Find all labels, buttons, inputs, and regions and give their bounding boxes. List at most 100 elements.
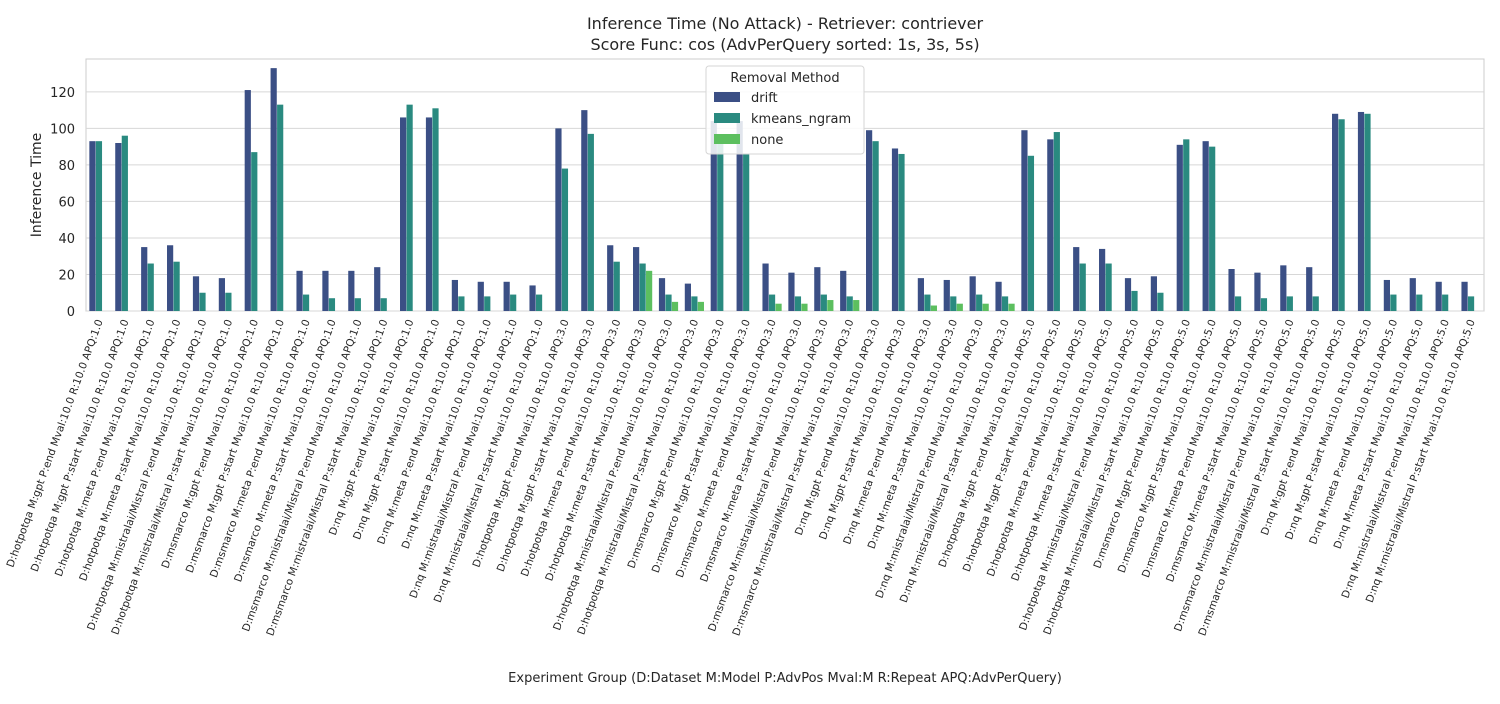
bar-kmeans-ngram (1131, 290, 1138, 311)
bar-drift (477, 281, 484, 311)
bar-kmeans-ngram (587, 133, 594, 311)
bar-drift (348, 270, 355, 311)
legend-label-drift: drift (751, 91, 778, 106)
bar-none (801, 303, 808, 311)
bar-drift (1150, 276, 1157, 311)
bar-kmeans-ngram (1079, 263, 1086, 311)
bar-drift (788, 272, 795, 311)
bar-kmeans-ngram (1338, 119, 1345, 312)
bar-kmeans-ngram (484, 296, 491, 311)
bar-drift (1202, 141, 1209, 311)
bar-kmeans-ngram (639, 263, 646, 311)
y-tick-label: 0 (67, 305, 75, 320)
chart-title-line2: Score Func: cos (AdvPerQuery sorted: 1s,… (590, 35, 979, 54)
bar-drift (581, 110, 588, 311)
bar-drift (167, 245, 174, 311)
bar-drift (1306, 267, 1313, 311)
bar-drift (322, 270, 329, 311)
bar-kmeans-ngram (820, 294, 827, 311)
bar-kmeans-ngram (743, 153, 750, 311)
y-axis-ticks: 0 20 40 60 80 100 120 (50, 86, 75, 320)
bar-kmeans-ngram (768, 294, 776, 311)
bar-kmeans-ngram (924, 294, 931, 311)
bar-kmeans-ngram (1157, 292, 1164, 311)
bar-kmeans-ngram (458, 296, 465, 311)
legend-label-kmeans-ngram: kmeans_ngram (751, 112, 851, 127)
bar-none (853, 300, 860, 311)
bar-drift (633, 247, 640, 311)
bar-drift (684, 283, 691, 311)
bar-kmeans-ngram (950, 296, 957, 311)
bar-drift (658, 278, 666, 311)
bar-kmeans-ngram (1001, 296, 1009, 311)
bar-kmeans-ngram (95, 141, 103, 311)
y-tick-label: 40 (58, 232, 75, 247)
bar-drift (89, 141, 96, 311)
legend-label-none: none (751, 133, 783, 148)
y-tick-label: 80 (58, 159, 75, 174)
bar-kmeans-ngram (1442, 294, 1449, 311)
bar-kmeans-ngram (380, 298, 387, 311)
bar-drift (814, 267, 821, 311)
bar-kmeans-ngram (328, 298, 336, 311)
bar-kmeans-ngram (1105, 263, 1112, 311)
bar-drift (218, 278, 225, 311)
bar-drift (607, 245, 614, 311)
bar-drift (141, 247, 148, 311)
x-tick-label: D:msmarco M:meta P:start Mval:10.0 R:10.… (1164, 318, 1271, 584)
bar-drift (503, 281, 510, 311)
x-tick-label: D:msmarco M:meta P:start Mval:10.0 R:10.… (232, 318, 339, 584)
chart-title-line1: Inference Time (No Attack) - Retriever: … (587, 14, 984, 33)
y-tick-label: 20 (58, 268, 75, 283)
bar-drift (762, 263, 769, 311)
bar-drift (943, 279, 950, 311)
bar-drift (917, 278, 924, 311)
bar-drift (1357, 111, 1365, 312)
bar-none (671, 301, 679, 311)
bar-drift (1099, 248, 1106, 311)
bar-drift (1461, 281, 1468, 311)
bar-drift (1332, 113, 1339, 311)
bar-drift (270, 68, 277, 311)
bar-kmeans-ngram (846, 296, 853, 311)
bar-kmeans-ngram (1027, 155, 1035, 311)
bar-drift (736, 121, 743, 311)
bar-kmeans-ngram (199, 292, 206, 311)
bar-none (956, 303, 963, 311)
bar-drift (555, 128, 562, 311)
legend-swatch-drift (714, 92, 740, 102)
bar-drift (451, 279, 458, 311)
bar-kmeans-ngram (665, 294, 672, 311)
legend-title: Removal Method (730, 71, 839, 86)
bar-kmeans-ngram (1260, 298, 1268, 311)
bar-kmeans-ngram (1390, 294, 1397, 311)
legend-box (705, 65, 865, 155)
bar-drift (1047, 139, 1054, 311)
bar-drift (866, 130, 873, 311)
bar-drift (1409, 278, 1416, 311)
bar-drift (1073, 247, 1080, 311)
bar-drift (1254, 272, 1261, 311)
bar-drift (891, 148, 899, 311)
bar-kmeans-ngram (1364, 113, 1371, 311)
bar-kmeans-ngram (1312, 296, 1319, 311)
bar-kmeans-ngram (717, 137, 724, 311)
bar-kmeans-ngram (302, 294, 310, 311)
bar-drift (1228, 269, 1235, 311)
bar-drift (115, 143, 122, 311)
bar-kmeans-ngram (121, 135, 128, 311)
bar-kmeans-ngram (561, 168, 569, 311)
bar-drift (529, 285, 536, 311)
bar-kmeans-ngram (510, 294, 517, 311)
bar-kmeans-ngram (1416, 294, 1423, 311)
bar-layer (89, 68, 1475, 312)
bar-kmeans-ngram (794, 296, 802, 311)
bar-kmeans-ngram (225, 292, 232, 311)
bar-kmeans-ngram (1286, 296, 1293, 311)
y-axis-label: Inference Time (29, 133, 45, 238)
x-axis-ticks: D:hotpotqa M:gpt P:end Mval:10.0 R:10.0 … (5, 318, 1478, 638)
bar-kmeans-ngram (613, 261, 620, 311)
